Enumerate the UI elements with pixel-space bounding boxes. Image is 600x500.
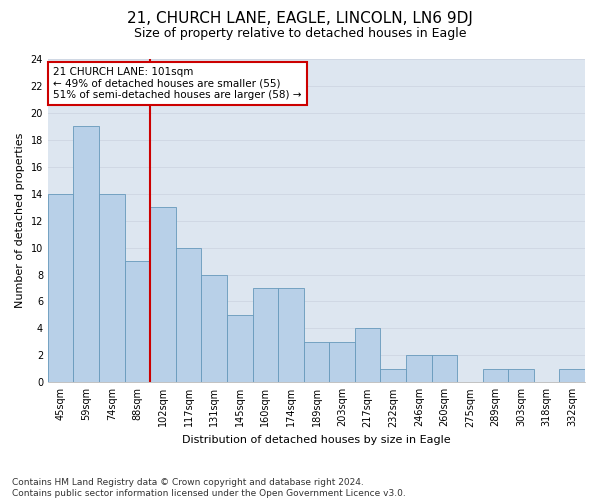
Text: 21 CHURCH LANE: 101sqm
← 49% of detached houses are smaller (55)
51% of semi-det: 21 CHURCH LANE: 101sqm ← 49% of detached…: [53, 67, 302, 100]
Bar: [355, 328, 380, 382]
Bar: [202, 274, 227, 382]
Bar: [406, 356, 431, 382]
Bar: [227, 315, 253, 382]
Text: Size of property relative to detached houses in Eagle: Size of property relative to detached ho…: [134, 28, 466, 40]
Bar: [380, 369, 406, 382]
Text: 21, CHURCH LANE, EAGLE, LINCOLN, LN6 9DJ: 21, CHURCH LANE, EAGLE, LINCOLN, LN6 9DJ: [127, 12, 473, 26]
Bar: [559, 369, 585, 382]
Bar: [176, 248, 202, 382]
Bar: [150, 207, 176, 382]
Bar: [73, 126, 99, 382]
Bar: [508, 369, 534, 382]
Y-axis label: Number of detached properties: Number of detached properties: [15, 133, 25, 308]
Bar: [125, 261, 150, 382]
Text: Contains HM Land Registry data © Crown copyright and database right 2024.
Contai: Contains HM Land Registry data © Crown c…: [12, 478, 406, 498]
Bar: [431, 356, 457, 382]
Bar: [253, 288, 278, 382]
Bar: [278, 288, 304, 382]
X-axis label: Distribution of detached houses by size in Eagle: Distribution of detached houses by size …: [182, 435, 451, 445]
Bar: [48, 194, 73, 382]
Bar: [304, 342, 329, 382]
Bar: [99, 194, 125, 382]
Bar: [482, 369, 508, 382]
Bar: [329, 342, 355, 382]
